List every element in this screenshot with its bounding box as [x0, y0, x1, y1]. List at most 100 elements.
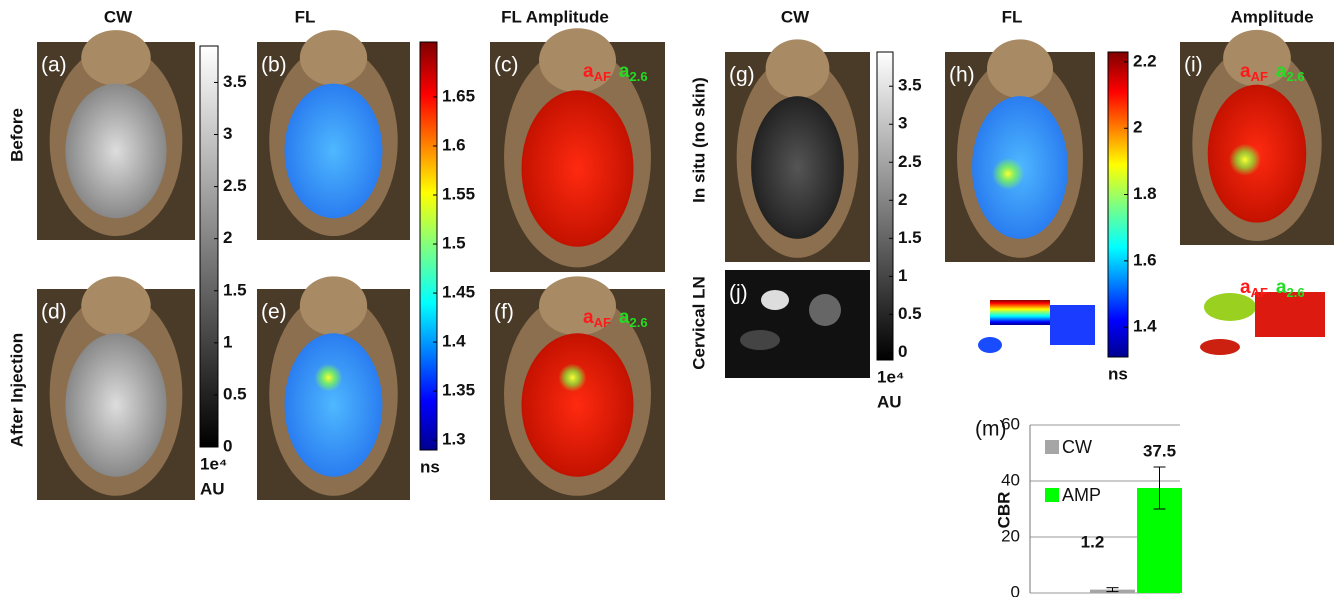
legend-symbol: a [1276, 277, 1287, 298]
colorbar-tick-label: 1.5 [898, 228, 922, 247]
colorbar-tick-label: 1 [223, 332, 232, 351]
y-tick-label: 20 [1001, 526, 1020, 545]
legend-subscript: 2.6 [1287, 69, 1305, 84]
column-header: FL [1002, 7, 1023, 26]
column-header: Amplitude [1230, 7, 1313, 26]
panel-label: (l) [1184, 274, 1203, 297]
node [1050, 305, 1095, 345]
y-tick-label: 0 [1011, 582, 1020, 597]
row-label: After Injection [7, 333, 26, 447]
colorbar [1108, 52, 1128, 357]
colorbar-tick-label: 1.65 [442, 86, 475, 105]
legend-subscript: AF [594, 69, 611, 84]
y-tick-label: 60 [1001, 414, 1020, 433]
colorbar-tick-label: 1.5 [223, 280, 247, 299]
signal-region [751, 96, 844, 239]
panel-label: (d) [41, 301, 67, 324]
colorbar-tick-label: 0 [223, 436, 232, 455]
panel-label: (k) [949, 287, 974, 310]
colorbar-tick-label: 1.3 [442, 430, 466, 449]
colorbar-tick-label: 2 [1133, 118, 1142, 137]
legend-label: AMP [1062, 485, 1101, 505]
column-header: CW [781, 7, 810, 26]
colorbar-tick-label: 1.35 [442, 381, 475, 400]
legend-symbol: a [619, 307, 630, 328]
colorbar-tick-label: 0 [898, 342, 907, 361]
colorbar-unit: ns [1108, 364, 1128, 383]
colorbar-tick-label: 3 [898, 114, 907, 133]
colorbar [420, 42, 437, 450]
legend-label: CW [1062, 437, 1092, 457]
panel-label: (f) [494, 301, 514, 324]
legend-subscript: AF [594, 315, 611, 330]
panel-label: (c) [494, 54, 519, 77]
signal-region [65, 333, 166, 476]
panel-label: (h) [949, 64, 975, 87]
legend-symbol: a [1276, 61, 1287, 82]
colorbar-tick-label: 2 [898, 190, 907, 209]
panel-label: (b) [261, 54, 287, 77]
figure: CW FL FL Amplitude CW FL Amplitude Before After… [0, 0, 1334, 597]
column-header: FL Amplitude [501, 7, 609, 26]
colorbar-tick-label: 1.6 [442, 135, 466, 154]
colorbar-tick-label: 2.5 [898, 152, 922, 171]
colorbar-tick-label: 1.4 [442, 332, 466, 351]
node [740, 330, 780, 350]
signal-region [522, 333, 634, 476]
panel-label: (g) [729, 64, 755, 87]
colorbar-unit: AU [200, 479, 225, 498]
mouse-head [300, 30, 367, 85]
legend-subscript: AF [1251, 285, 1268, 300]
legend-swatch [1045, 440, 1059, 454]
mouse-head [766, 39, 830, 98]
row-label: In situ (no skin) [689, 77, 708, 203]
legend-symbol: a [1240, 277, 1251, 298]
colorbar [200, 46, 218, 447]
panel-label: (j) [729, 282, 748, 305]
colorbar-tick-label: 1.55 [442, 184, 475, 203]
colorbar-tick-label: 2.2 [1133, 51, 1157, 70]
row-label: Before [7, 108, 26, 162]
panel-label: (e) [261, 301, 287, 324]
signal-region [285, 333, 383, 476]
colorbar-tick-label: 0.5 [898, 304, 922, 323]
legend-subscript: 2.6 [630, 315, 648, 330]
colorbar-unit: AU [877, 392, 902, 411]
colorbar-tick-label: 1.8 [1133, 184, 1157, 203]
hot-spot [559, 364, 587, 392]
node [1200, 339, 1240, 355]
legend-symbol: a [583, 307, 594, 328]
colorbar-tick-label: 2.5 [223, 176, 247, 195]
panel-label: (i) [1184, 54, 1203, 77]
value-label: 37.5 [1143, 441, 1176, 460]
node [809, 294, 841, 326]
mouse-head [81, 30, 151, 85]
signal-region [285, 84, 383, 219]
legend-swatch [1045, 488, 1059, 502]
legend-subscript: 2.6 [630, 69, 648, 84]
colorbar-unit: ns [420, 457, 440, 476]
column-header: CW [104, 7, 133, 26]
legend-symbol: a [619, 61, 630, 82]
mouse-head [81, 276, 151, 335]
panel-label: (a) [41, 54, 67, 77]
signal-region [522, 90, 634, 246]
hot-spot [1229, 144, 1261, 176]
colorbar-tick-label: 2 [223, 228, 232, 247]
hot-spot [315, 364, 343, 392]
colorbar [877, 52, 893, 360]
hot-spot [992, 158, 1024, 190]
y-axis-label: CBR [994, 492, 1013, 529]
row-label: Cervical LN [689, 276, 708, 370]
legend-subscript: 2.6 [1287, 285, 1305, 300]
colorbar-tick-label: 3 [223, 124, 232, 143]
signal-region [65, 84, 166, 219]
legend-subscript: AF [1251, 69, 1268, 84]
colorbar-multiplier: 1e⁴ [877, 367, 904, 386]
node [978, 337, 1002, 353]
column-header: FL [295, 7, 316, 26]
node [990, 300, 1050, 325]
colorbar-tick-label: 0.5 [223, 384, 247, 403]
node [761, 290, 789, 310]
colorbar-tick-label: 3.5 [223, 72, 247, 91]
